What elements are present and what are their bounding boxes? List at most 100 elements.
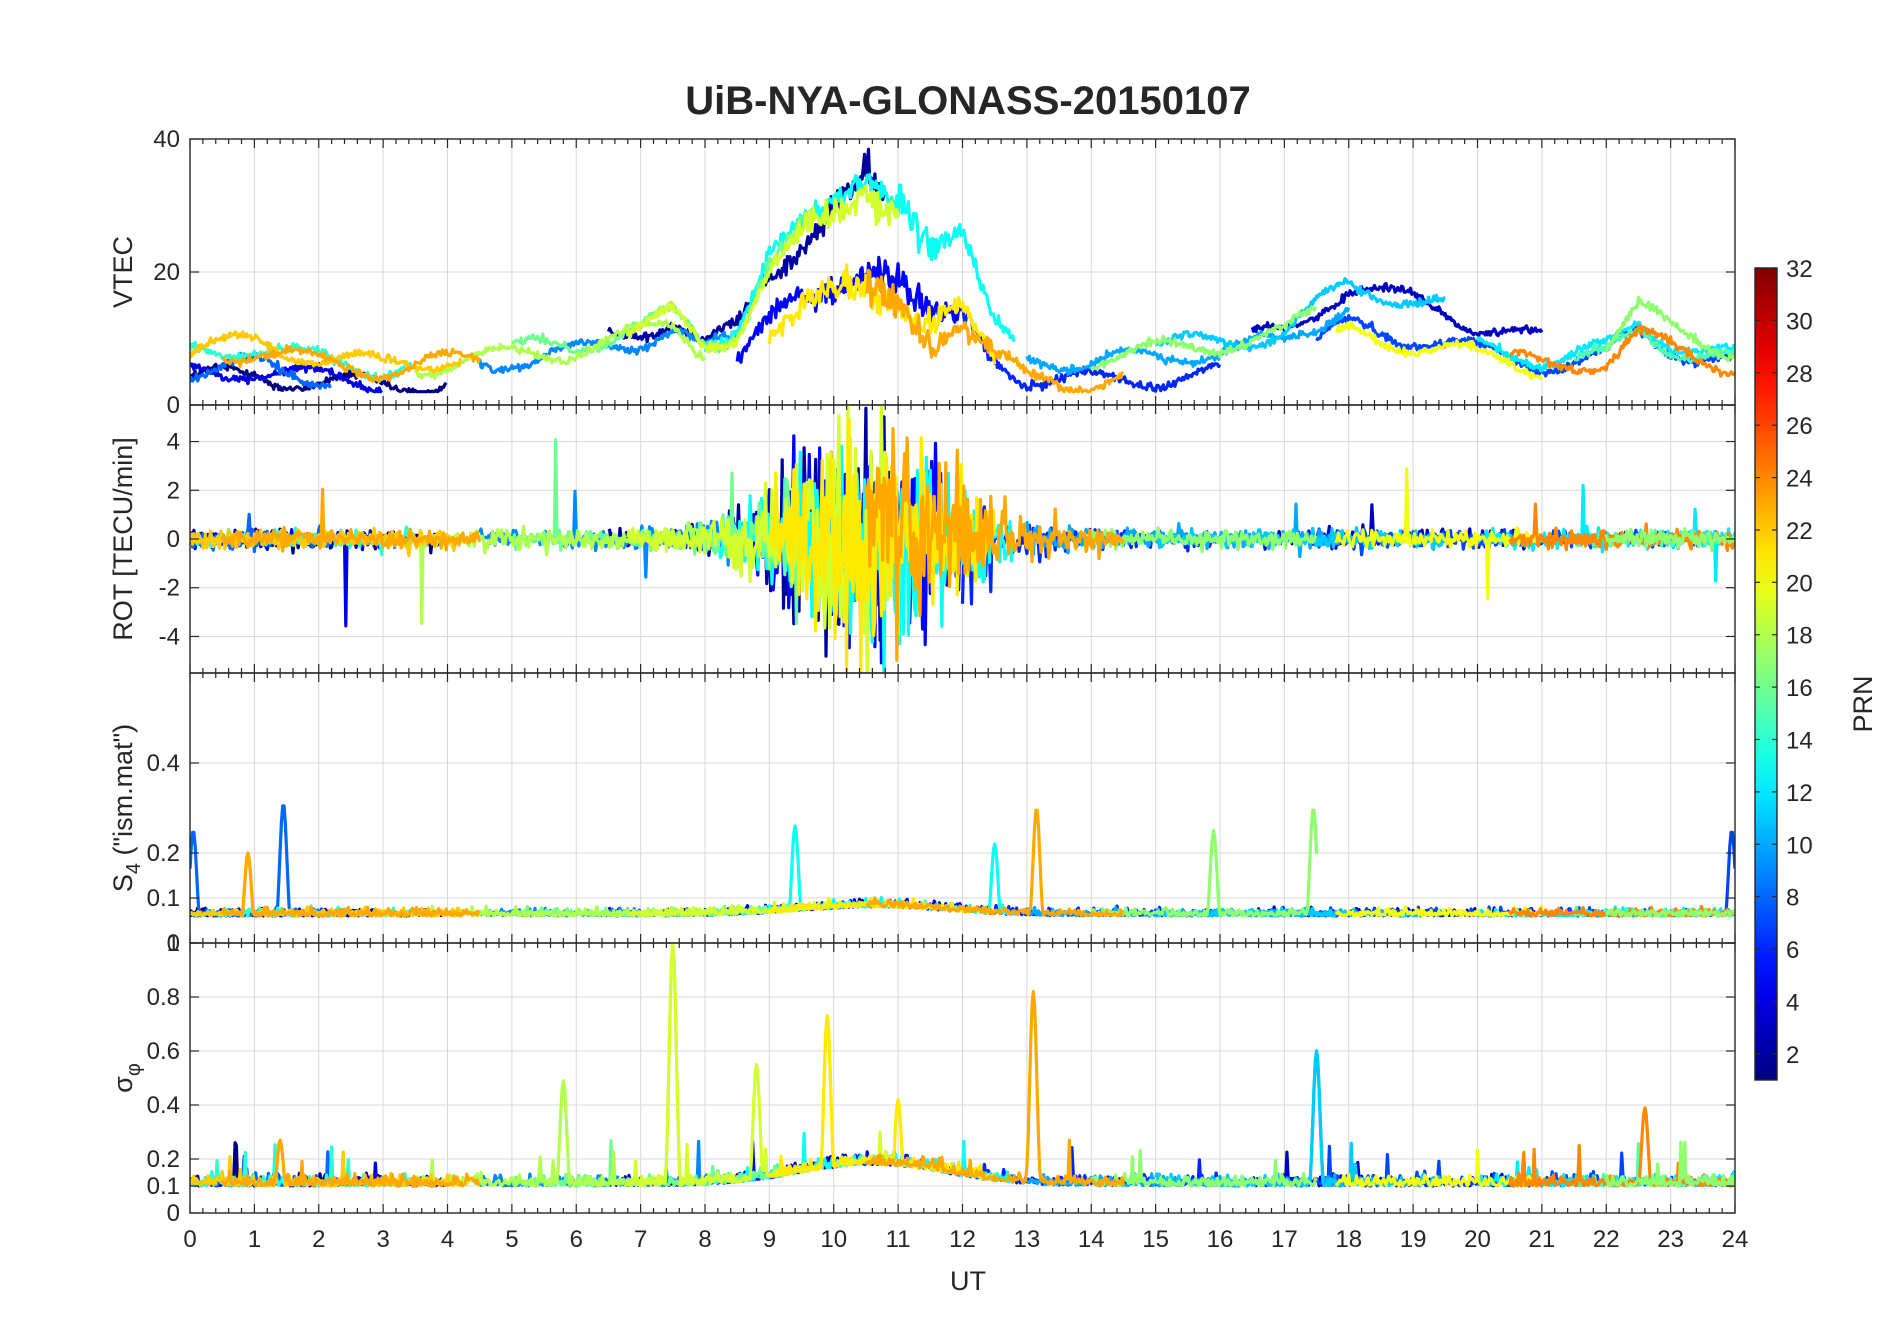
ytick-label-sigma: 0.8 [147,984,180,1011]
colorbar-tick-label: 30 [1786,308,1813,335]
y-axis-label-sigma: σφ [108,1063,145,1093]
xtick-label: 21 [1529,1226,1556,1253]
traces-rot [190,405,1735,673]
colorbar-tick-label: 28 [1786,361,1813,388]
series-s4-prn-23-22 [865,808,1125,918]
xtick-label: 6 [570,1226,583,1253]
series-rot-prn-23-22 [864,427,1125,662]
xtick-label: 7 [634,1226,647,1253]
ytick-label-vtec: 40 [153,126,180,153]
series-rot-prn-23-24 [220,487,482,553]
series-vtec-prn-6-5 [960,302,1222,393]
xtick-label: 24 [1722,1226,1749,1253]
xtick-label: 5 [505,1226,518,1253]
colorbar-tick-label: 24 [1786,466,1813,493]
series-vtec-prn-19-18 [626,184,900,354]
traces-vtec [190,147,1735,394]
series-s4-prn-17-16 [1089,808,1319,918]
xtick-label: 19 [1400,1226,1427,1253]
series-vtec-prn-22-21 [190,330,462,374]
series-vtec-prn-18-17 [413,319,707,381]
ytick-label-s4: 0.2 [147,840,180,867]
xtick-label: 18 [1335,1226,1362,1253]
colorbar-gradient [1755,268,1777,1080]
grid-sigma [189,942,1736,1214]
ytick-label-sigma: 1 [167,930,180,957]
xtick-label: 23 [1657,1226,1684,1253]
ytick-label-vtec: 20 [153,259,180,286]
ytick-label-sigma: 0.4 [147,1092,180,1119]
ytick-label-sigma: 0.2 [147,1146,180,1173]
traces-sigma [190,943,1735,1188]
colorbar-tick-label: 2 [1786,1042,1799,1069]
xtick-label: 3 [376,1226,389,1253]
colorbar-frame [1754,267,1778,1081]
ytick-label-sigma: 0.1 [147,1173,180,1200]
ytick-label-rot: 4 [167,429,180,456]
colorbar-tick-label: 6 [1786,937,1799,964]
series-rot-prn-17-25 [1604,527,1735,553]
ytick-label-rot: 2 [167,477,180,504]
series-sigma-prn-20-19 [1334,1148,1544,1188]
series-vtec-prn-13-12 [703,172,1016,353]
series-rot-prn-21-20 [768,418,997,673]
colorbar-tick-label: 20 [1786,570,1813,597]
series-sigma-prn-23-24 [220,1138,481,1188]
xtick-label: 4 [441,1226,454,1253]
ytick-label-sigma: 0.6 [147,1038,180,1065]
colorbar-tick-label: 14 [1786,727,1813,754]
xtick-label: 8 [698,1226,711,1253]
colorbar-tick-label: 10 [1786,832,1813,859]
ytick-label-rot: 0 [167,526,180,553]
series-vtec-prn-23-24 [221,344,482,383]
colorbar-label: PRN [1848,675,1878,732]
colorbar-tick-label: 18 [1786,623,1813,650]
series-sigma-prn-23-22 [864,989,1125,1188]
xtick-label: 17 [1271,1226,1298,1253]
xtick-label: 20 [1464,1226,1491,1253]
series-sigma-prn-17-25 [1604,1140,1735,1188]
ytick-label-rot: -4 [159,623,180,650]
series-vtec-prn-23-22 [864,268,1124,394]
panel-vtec: 0 20 40 VTEC [108,126,1736,419]
y-axis-label-s4: S4 ("ism.mat") [108,724,145,892]
series-rot-prn-20-19 [1334,467,1544,601]
series-vtec-prn-20-19 [1335,321,1544,381]
ytick-label-s4: 0.1 [147,885,180,912]
series-vtec-prn-3-2 [1250,282,1544,338]
series-s4-prn-20-19 [1334,904,1544,918]
series-s4-prn-23-24 [220,851,481,918]
xtick-label: 14 [1078,1226,1105,1253]
series-vtec-prn-4-3 [190,362,383,394]
ytick-label-s4: 0.4 [147,750,180,777]
y-axis-label-vtec: VTEC [108,236,138,308]
series-rot-prn-17-16 [1089,526,1318,554]
colorbar-tick-label: 32 [1786,256,1813,283]
series-vtec-prn-17-25 [1604,295,1735,363]
xtick-label: 12 [949,1226,976,1253]
series-vtec-prn-15-14 [1573,327,1735,364]
series-s4-prn-17-25 [1605,907,1735,918]
y-axis-label-rot: ROT [TECU/min] [108,437,138,641]
colorbar-tick-label: 26 [1786,413,1813,440]
xtick-label: 9 [763,1226,776,1253]
chart-title: UiB-NYA-GLONASS-20150107 [685,79,1250,123]
colorbar-tick-label: 8 [1786,885,1799,912]
xtick-label: 16 [1207,1226,1234,1253]
series-sigma-prn-17-16 [1089,1148,1318,1188]
ytick-label-s4: 0 [167,930,180,957]
ytick-label-vtec: 0 [167,392,180,419]
xtick-label: 10 [820,1226,847,1253]
ytick-label-rot: -2 [159,575,180,602]
xtick-label: 22 [1593,1226,1620,1253]
colorbar-tick-label: 4 [1786,989,1799,1016]
series-vtec-prn-24-23 [1508,324,1735,378]
x-axis-label: UT [950,1266,986,1296]
xtick-label: 0 [183,1226,196,1253]
panel-rot: -4 -2 0 2 4 ROT [TECU/min] [108,404,1736,674]
xtick-label: 1 [248,1226,261,1253]
